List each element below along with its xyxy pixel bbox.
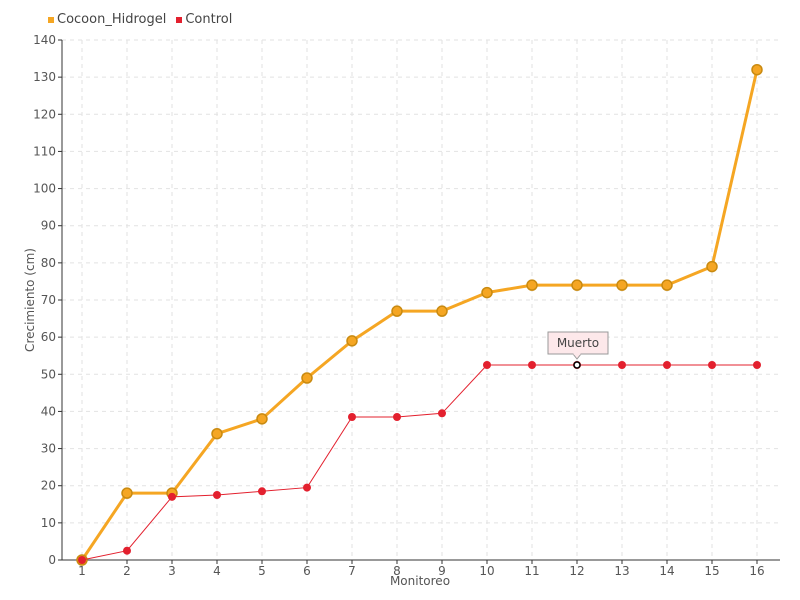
data-point-cocoon[interactable] bbox=[436, 305, 448, 317]
y-tick-label: 140 bbox=[33, 33, 56, 47]
data-point-control[interactable] bbox=[438, 409, 446, 418]
x-tick-label: 6 bbox=[303, 564, 311, 578]
data-point-control[interactable] bbox=[78, 556, 86, 564]
data-point-cocoon[interactable] bbox=[301, 372, 313, 384]
data-point-cocoon[interactable] bbox=[751, 63, 763, 76]
y-tick-label: 10 bbox=[41, 516, 56, 530]
y-tick-label: 120 bbox=[33, 107, 56, 121]
y-tick-label: 80 bbox=[41, 256, 56, 270]
legend-item-control[interactable]: Control bbox=[176, 12, 232, 27]
data-point-control[interactable] bbox=[348, 413, 356, 421]
data-point-control[interactable] bbox=[753, 361, 761, 369]
annotation-label: Muerto bbox=[557, 336, 599, 350]
y-axis-title: Crecimiento (cm) bbox=[23, 248, 37, 352]
data-point-cocoon[interactable] bbox=[481, 286, 493, 299]
legend: Cocoon_Hidrogel Control bbox=[48, 12, 232, 27]
data-point-control[interactable] bbox=[618, 361, 626, 369]
legend-item-cocoon[interactable]: Cocoon_Hidrogel bbox=[48, 12, 166, 27]
data-point-control[interactable] bbox=[258, 487, 266, 496]
x-tick-label: 4 bbox=[213, 564, 221, 578]
x-tick-label: 13 bbox=[614, 564, 629, 578]
x-tick-label: 2 bbox=[123, 564, 131, 578]
data-point-control[interactable] bbox=[168, 492, 176, 501]
data-point-control[interactable] bbox=[528, 361, 536, 369]
y-tick-label: 50 bbox=[41, 367, 56, 381]
x-tick-label: 10 bbox=[479, 564, 494, 578]
legend-swatch-cocoon bbox=[48, 16, 54, 23]
x-tick-label: 14 bbox=[659, 564, 674, 578]
x-tick-label: 12 bbox=[569, 564, 584, 578]
series-line-cocoon bbox=[80, 69, 759, 561]
data-point-cocoon[interactable] bbox=[391, 305, 403, 317]
data-point-control[interactable] bbox=[663, 361, 671, 369]
x-tick-label: 5 bbox=[258, 564, 266, 578]
data-point-control[interactable] bbox=[483, 361, 491, 369]
y-tick-label: 20 bbox=[41, 479, 56, 493]
y-tick-label: 130 bbox=[33, 70, 56, 84]
legend-label-control: Control bbox=[185, 12, 233, 27]
data-point-cocoon[interactable] bbox=[346, 335, 358, 347]
data-point-control[interactable] bbox=[303, 483, 311, 492]
series-line-control bbox=[81, 364, 757, 561]
y-tick-label: 90 bbox=[41, 219, 56, 233]
data-point-control[interactable] bbox=[213, 491, 221, 499]
x-tick-label: 3 bbox=[168, 564, 176, 578]
y-tick-label: 0 bbox=[48, 553, 56, 567]
y-tick-label: 110 bbox=[33, 144, 56, 158]
y-tick-label: 60 bbox=[41, 330, 56, 344]
data-point-control[interactable] bbox=[393, 413, 401, 421]
x-tick-label: 7 bbox=[348, 564, 356, 578]
x-tick-label: 8 bbox=[393, 564, 401, 578]
x-tick-label: 9 bbox=[438, 564, 446, 578]
legend-label-cocoon: Cocoon_Hidrogel bbox=[57, 12, 167, 27]
data-point-cocoon[interactable] bbox=[211, 427, 223, 440]
data-point-cocoon[interactable] bbox=[256, 413, 268, 425]
x-axis-title: Monitoreo bbox=[390, 574, 450, 588]
y-tick-label: 100 bbox=[33, 182, 56, 196]
data-point-cocoon[interactable] bbox=[706, 260, 718, 273]
data-point-cocoon[interactable] bbox=[661, 279, 673, 291]
x-tick-label: 15 bbox=[704, 564, 719, 578]
legend-swatch-control bbox=[176, 16, 183, 23]
y-tick-label: 30 bbox=[41, 442, 56, 456]
x-tick-label: 1 bbox=[78, 564, 86, 578]
data-point-control[interactable] bbox=[123, 546, 131, 555]
data-point-cocoon[interactable] bbox=[571, 279, 583, 291]
annotation-marker[interactable] bbox=[573, 361, 581, 369]
data-point-cocoon[interactable] bbox=[121, 487, 133, 499]
y-tick-label: 40 bbox=[41, 404, 56, 418]
x-tick-label: 11 bbox=[524, 564, 539, 578]
y-tick-label: 70 bbox=[41, 293, 56, 307]
data-point-cocoon[interactable] bbox=[526, 279, 538, 291]
x-tick-label: 16 bbox=[749, 564, 764, 578]
data-point-cocoon[interactable] bbox=[616, 279, 628, 291]
data-point-control[interactable] bbox=[708, 361, 716, 369]
